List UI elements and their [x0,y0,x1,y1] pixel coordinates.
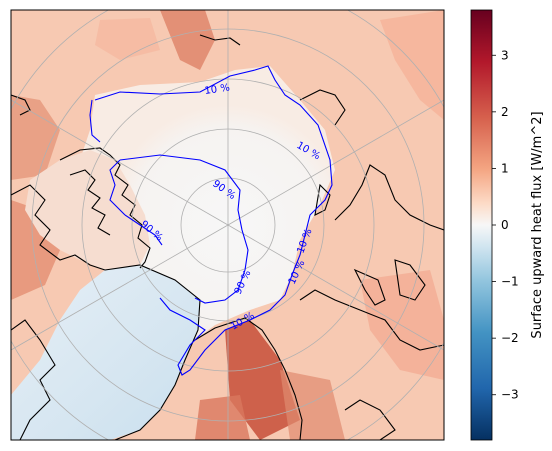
colorbar-tick-label: −3 [501,388,519,402]
map-frame [10,9,445,441]
graticule [11,10,444,440]
colorbar-gradient [470,9,493,441]
map-panel: 10 % 10 % 10 % 10 % 10 % 90 % 90 % 90 % [11,10,444,440]
coastlines [11,34,444,440]
contour-90-percent [109,154,249,304]
colorbar: 3 2 1 0 −1 −2 −3 Surface upward heat flux [W/m… [470,9,545,441]
sea-ice-region [80,66,335,365]
colorbar-tick-label: −2 [501,331,519,345]
contour-10-percent [89,65,333,376]
colorbar-tick-label: 3 [501,48,509,62]
heat-flux-hotspots [11,10,444,440]
contour-label: 10 % [204,83,231,97]
colorbar-tick-label: −1 [501,275,519,289]
colorbar-tick-label: 1 [501,161,509,175]
greenland-region [11,265,200,440]
colorbar-ticks: 3 2 1 0 −1 −2 −3 [492,48,519,402]
colorbar-label: Surface upward heat flux [W/m^2] [530,111,545,338]
colorbar-tick-label: 2 [501,105,509,119]
canadian-archipelago [25,150,150,270]
colorbar-tick-label: 0 [501,218,509,232]
